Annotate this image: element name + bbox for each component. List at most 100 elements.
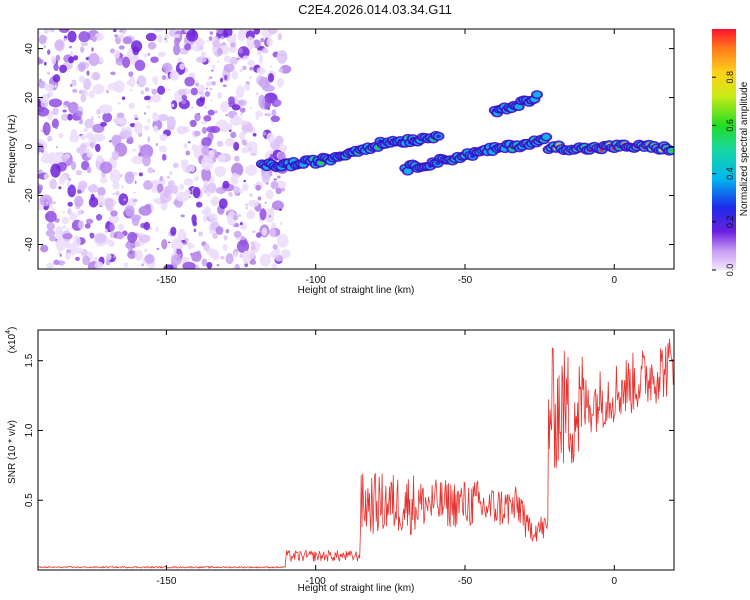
noise-blob (235, 85, 245, 99)
noise-blob (52, 111, 56, 115)
noise-blob (252, 133, 257, 137)
noise-blob (258, 56, 264, 64)
noise-blob (113, 49, 121, 60)
noise-blob (231, 70, 238, 80)
noise-blob (242, 55, 250, 61)
noise-blob (78, 180, 88, 190)
noise-blob (257, 196, 262, 201)
noise-blob (249, 259, 257, 265)
noise-blob (201, 137, 212, 147)
noise-blob (168, 170, 173, 176)
noise-blob (180, 159, 189, 165)
noise-blob (216, 29, 224, 35)
noise-blob (117, 232, 125, 240)
noise-blob (88, 90, 95, 99)
noise-blob (77, 209, 82, 216)
noise-blob (214, 166, 226, 177)
noise-blob (94, 32, 104, 41)
noise-blob (95, 143, 101, 153)
noise-blob (245, 140, 249, 144)
noise-blob (39, 194, 53, 207)
noise-blob (111, 134, 122, 146)
noise-blob (120, 185, 124, 189)
noise-blob (62, 109, 67, 113)
noise-blob (228, 191, 233, 198)
noise-blob (238, 47, 243, 54)
noise-blob (198, 84, 205, 92)
noise-blob (191, 251, 202, 262)
noise-blob (203, 243, 210, 252)
noise-blob (49, 178, 57, 190)
noise-blob (85, 218, 94, 224)
noise-blob (91, 129, 94, 133)
track-core (405, 169, 411, 173)
noise-blob (181, 240, 186, 243)
noise-blob (255, 184, 262, 191)
noise-blob (273, 178, 277, 181)
noise-blob (256, 92, 259, 96)
snr-y-label: SNR (10 * v/v) (7, 420, 18, 484)
noise-blob (270, 115, 280, 123)
noise-blob (248, 76, 252, 80)
noise-blob (249, 45, 253, 51)
noise-blob (242, 65, 247, 71)
noise-blob (117, 101, 121, 105)
noise-blob (230, 42, 236, 48)
y-tick-label: 1.0 (24, 423, 35, 437)
noise-blob (172, 184, 179, 195)
noise-blob (163, 264, 174, 269)
noise-blob (108, 215, 120, 224)
noise-blob (206, 190, 211, 197)
noise-blob (72, 88, 78, 93)
y-tick-label: 1.5 (24, 353, 35, 367)
spectrogram-y-label: Frequency (Hz) (7, 115, 18, 184)
noise-blob (38, 169, 43, 174)
noise-blob (242, 107, 245, 111)
noise-blob (222, 180, 230, 189)
noise-blob (143, 180, 153, 190)
noise-blob (41, 94, 50, 104)
noise-blob (274, 255, 284, 262)
noise-blob (162, 64, 169, 72)
noise-blob (195, 82, 200, 87)
noise-blob (38, 34, 47, 45)
noise-blob (102, 112, 113, 123)
noise-blob (95, 233, 107, 244)
noise-blob (144, 112, 146, 115)
noise-blob (233, 230, 242, 238)
noise-blob (206, 182, 217, 194)
noise-blob (70, 83, 73, 88)
noise-blob (268, 73, 274, 83)
noise-blob (271, 200, 284, 211)
noise-blob (243, 179, 246, 183)
noise-blob (201, 208, 212, 215)
noise-blob (216, 264, 220, 267)
noise-blob (62, 233, 73, 240)
noise-blob (89, 232, 93, 237)
noise-blob (124, 204, 135, 217)
noise-blob (239, 68, 243, 73)
noise-blob (220, 35, 224, 40)
noise-blob (134, 180, 137, 184)
noise-blob (44, 61, 47, 66)
x-tick-label: -50 (458, 576, 473, 587)
noise-blob (179, 256, 190, 264)
noise-blob (145, 32, 157, 42)
noise-blob (57, 151, 64, 157)
noise-blob (266, 132, 275, 143)
noise-blob (46, 201, 49, 205)
noise-blob (119, 29, 123, 33)
noise-blob (208, 149, 215, 158)
noise-blob (249, 193, 253, 197)
noise-blob (78, 31, 90, 43)
noise-blob (208, 36, 213, 41)
noise-blob (264, 201, 267, 204)
spectrogram-frame (37, 28, 675, 270)
noise-blob (108, 240, 112, 245)
noise-blob (43, 83, 55, 92)
noise-blob (201, 167, 212, 183)
noise-blob (173, 43, 181, 56)
noise-blob (38, 184, 44, 191)
noise-blob (209, 87, 213, 91)
noise-blob (192, 186, 201, 199)
